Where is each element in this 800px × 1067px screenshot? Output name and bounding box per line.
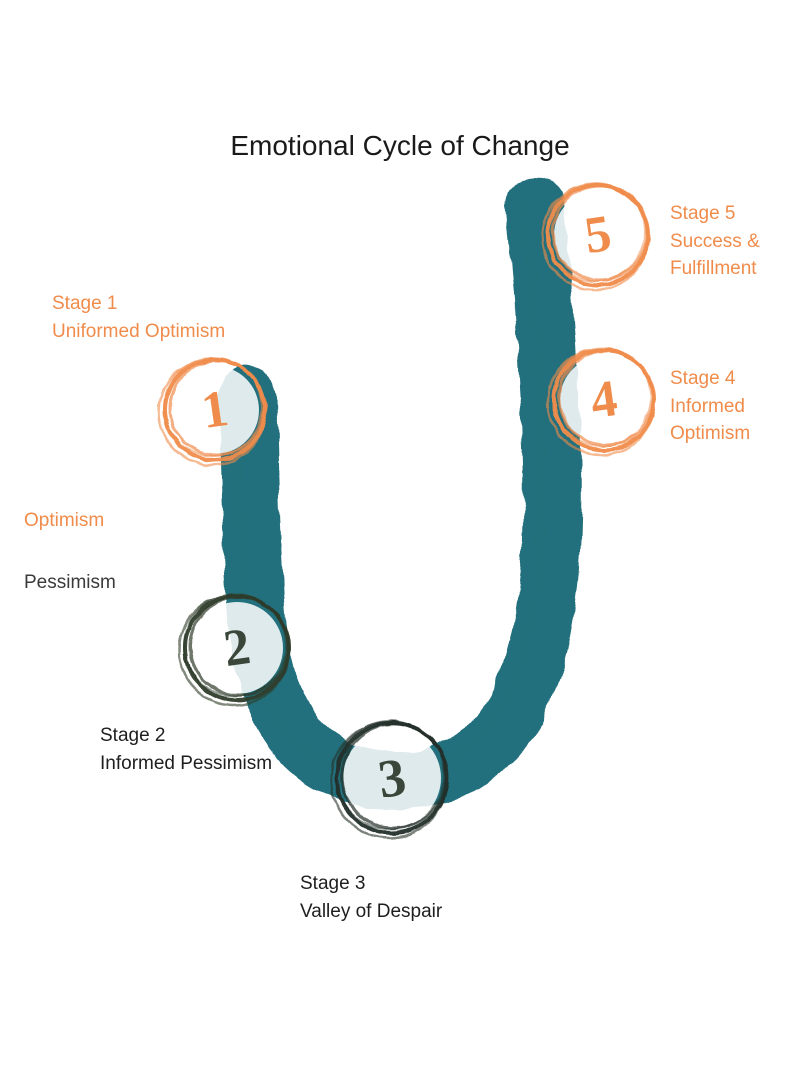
node-1: 1 — [159, 358, 265, 465]
diagram-stage: Emotional Cycle of Change Optimism Pessi… — [0, 0, 800, 1067]
stage-label-line1: Stage 3 — [300, 870, 442, 898]
stage-label-line1: Stage 2 — [100, 722, 272, 750]
stage-label-line2: Uniformed Optimism — [52, 318, 225, 346]
stage-label-4: Stage 4InformedOptimism — [670, 365, 750, 448]
stage-label-2: Stage 2Informed Pessimism — [100, 722, 272, 777]
stage-label-line2: Informed Pessimism — [100, 750, 272, 778]
node-3: 3 — [331, 721, 447, 838]
node-5: 5 — [542, 183, 648, 290]
stage-label-line3: Fulfillment — [670, 255, 760, 283]
stage-label-1: Stage 1Uniformed Optimism — [52, 290, 225, 345]
stage-label-line2: Success & — [670, 228, 760, 256]
stage-label-line1: Stage 5 — [670, 200, 760, 228]
stage-label-line3: Optimism — [670, 420, 750, 448]
stage-label-5: Stage 5Success &Fulfillment — [670, 200, 760, 283]
stage-label-line2: Valley of Despair — [300, 898, 442, 926]
node-4: 4 — [548, 348, 654, 455]
stage-label-3: Stage 3Valley of Despair — [300, 870, 442, 925]
stage-label-line2: Informed — [670, 393, 750, 421]
node-2: 2 — [179, 594, 289, 705]
curve-brush — [237, 199, 564, 784]
stage-label-line1: Stage 1 — [52, 290, 225, 318]
stage-label-line1: Stage 4 — [670, 365, 750, 393]
